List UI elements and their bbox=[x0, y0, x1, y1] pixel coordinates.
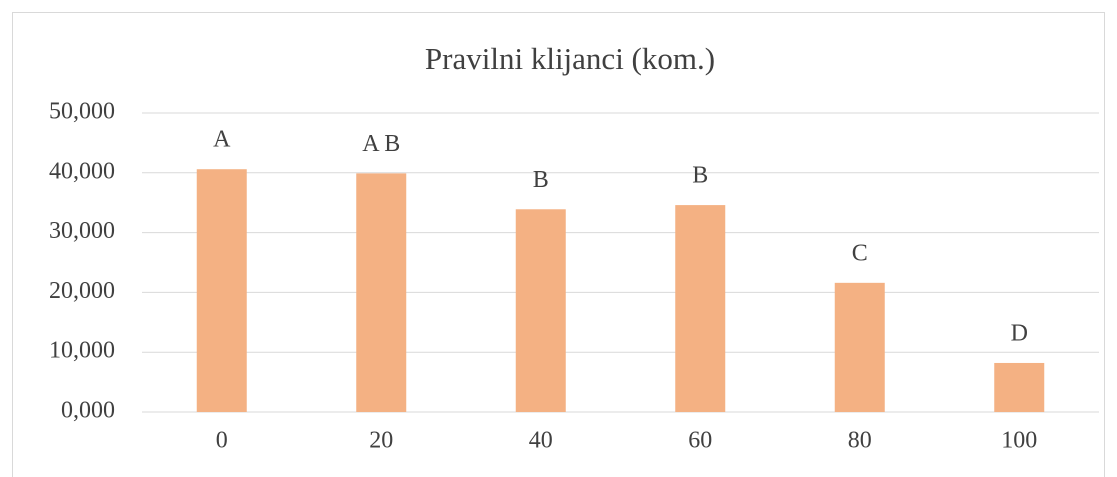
x-tick-label: 60 bbox=[688, 428, 712, 454]
y-tick-label: 30,000 bbox=[49, 218, 115, 244]
annotation: D bbox=[1011, 320, 1028, 346]
annotation: B bbox=[533, 167, 549, 193]
bar bbox=[196, 169, 247, 412]
chart-border bbox=[12, 12, 1105, 477]
y-tick-label: 40,000 bbox=[49, 158, 115, 184]
y-tick-label: 0,000 bbox=[61, 398, 115, 424]
x-tick-label: 80 bbox=[848, 428, 872, 454]
bar bbox=[834, 282, 885, 412]
bar bbox=[356, 173, 407, 412]
annotation: C bbox=[852, 240, 868, 266]
x-tick-label: 20 bbox=[369, 428, 393, 454]
chart-title: Pravilni klijanci (kom.) bbox=[425, 41, 715, 76]
bar bbox=[994, 362, 1045, 412]
y-tick-label: 50,000 bbox=[49, 99, 115, 125]
bar bbox=[675, 205, 726, 412]
y-tick-label: 10,000 bbox=[49, 338, 115, 364]
x-tick-label: 40 bbox=[529, 428, 553, 454]
y-tick-label: 20,000 bbox=[49, 278, 115, 304]
annotation: A B bbox=[362, 131, 400, 157]
x-tick-label: 0 bbox=[216, 428, 228, 454]
bar bbox=[515, 209, 566, 412]
annotation: B bbox=[692, 163, 708, 189]
x-tick-label: 100 bbox=[1001, 428, 1037, 454]
annotation: A bbox=[213, 127, 231, 153]
